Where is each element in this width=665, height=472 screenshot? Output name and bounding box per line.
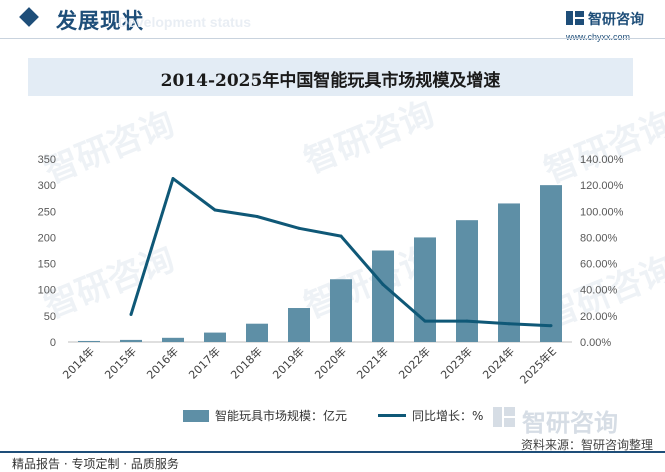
y-right-tick-label: 100.00% bbox=[580, 206, 624, 218]
section-title: 发展现状 bbox=[56, 9, 144, 33]
legend-swatch-bar bbox=[183, 409, 209, 422]
section-subtitle-ghost: Development status bbox=[118, 14, 252, 30]
bar-market-size bbox=[162, 337, 184, 342]
legend-item-bar: 智能玩具市场规模：亿元 bbox=[183, 407, 347, 424]
legend-item-line: 同比增长：% bbox=[378, 407, 483, 424]
bar-market-size bbox=[246, 323, 268, 342]
bar-market-size bbox=[204, 332, 226, 342]
line-point-growth-rate bbox=[549, 324, 553, 328]
y-left-tick-label: 50 bbox=[44, 311, 56, 323]
y-left-tick-label: 0 bbox=[50, 337, 56, 349]
x-tick-label: 2014年 bbox=[60, 344, 97, 381]
bar-market-size bbox=[540, 185, 562, 342]
bar-market-size bbox=[456, 220, 478, 342]
data-source: 资料来源：智研咨询整理 bbox=[520, 438, 653, 452]
chart-legend: 智能玩具市场规模：亿元 同比增长：% bbox=[0, 407, 665, 427]
line-point-growth-rate bbox=[297, 226, 301, 230]
x-tick-label: 2024年 bbox=[480, 344, 517, 381]
y-left-tick-label: 150 bbox=[38, 259, 56, 271]
line-point-growth-rate bbox=[255, 215, 259, 219]
brand-url[interactable]: www.chyxx.com bbox=[566, 32, 631, 42]
legend-label-line: 同比增长：% bbox=[412, 409, 484, 423]
line-point-growth-rate bbox=[213, 208, 217, 212]
x-tick-label: 2021年 bbox=[354, 344, 391, 381]
footer-logo-text: 智研咨询 bbox=[522, 409, 618, 437]
line-point-growth-rate bbox=[423, 319, 427, 323]
y-right-tick-label: 120.00% bbox=[580, 180, 624, 192]
line-point-growth-rate bbox=[381, 282, 385, 286]
x-tick-label: 2022年 bbox=[396, 344, 433, 381]
y-right-tick-label: 80.00% bbox=[580, 232, 618, 244]
page-header: 发展现状 Development status 智研咨询 www.chyxx.c… bbox=[0, 0, 665, 42]
y-left-tick-label: 250 bbox=[38, 206, 56, 218]
bar-market-size bbox=[78, 340, 100, 342]
y-right-tick-label: 140.00% bbox=[580, 154, 624, 166]
x-tick-label: 2016年 bbox=[144, 344, 181, 381]
y-left-tick-label: 200 bbox=[38, 232, 56, 244]
bar-market-size bbox=[414, 237, 436, 342]
line-point-growth-rate bbox=[339, 234, 343, 238]
legend-swatch-line bbox=[378, 414, 406, 417]
legend-label-bar: 智能玩具市场规模：亿元 bbox=[215, 409, 348, 423]
chart-title-band: 2014-2025年中国智能玩具市场规模及增速 bbox=[28, 58, 633, 96]
footer-tags: 精品报告 · 专项定制 · 品质服务 bbox=[12, 457, 179, 471]
bar-market-size bbox=[498, 203, 520, 342]
bar-market-size bbox=[288, 308, 310, 342]
y-right-tick-label: 0.00% bbox=[580, 337, 611, 349]
x-tick-label: 2015年 bbox=[102, 344, 139, 381]
y-right-tick-label: 60.00% bbox=[580, 259, 618, 271]
line-point-growth-rate bbox=[129, 313, 133, 317]
header-divider bbox=[0, 38, 665, 39]
x-tick-label: 2020年 bbox=[312, 344, 349, 381]
bar-market-size bbox=[120, 339, 142, 342]
line-point-growth-rate bbox=[171, 177, 175, 181]
y-right-tick-label: 20.00% bbox=[580, 311, 618, 323]
line-point-growth-rate bbox=[465, 319, 469, 323]
bar-market-size bbox=[330, 279, 352, 342]
footer-divider bbox=[0, 451, 665, 453]
y-right-tick-label: 40.00% bbox=[580, 285, 618, 297]
y-left-tick-label: 350 bbox=[38, 154, 56, 166]
x-tick-label: 2023年 bbox=[438, 344, 475, 381]
line-point-growth-rate bbox=[507, 322, 511, 326]
chart-title: 2014-2025年中国智能玩具市场规模及增速 bbox=[160, 71, 501, 91]
y-left-tick-label: 100 bbox=[38, 285, 56, 297]
x-tick-label: 2019年 bbox=[270, 344, 307, 381]
brand-logo-icon bbox=[566, 11, 584, 25]
footer-logo-icon bbox=[493, 407, 515, 427]
bar-market-size bbox=[372, 250, 394, 342]
x-tick-label: 2018年 bbox=[228, 344, 265, 381]
x-tick-label: 2025年E bbox=[517, 344, 559, 386]
x-tick-label: 2017年 bbox=[186, 344, 223, 381]
brand-name: 智研咨询 bbox=[588, 12, 644, 28]
y-left-tick-label: 300 bbox=[38, 180, 56, 192]
